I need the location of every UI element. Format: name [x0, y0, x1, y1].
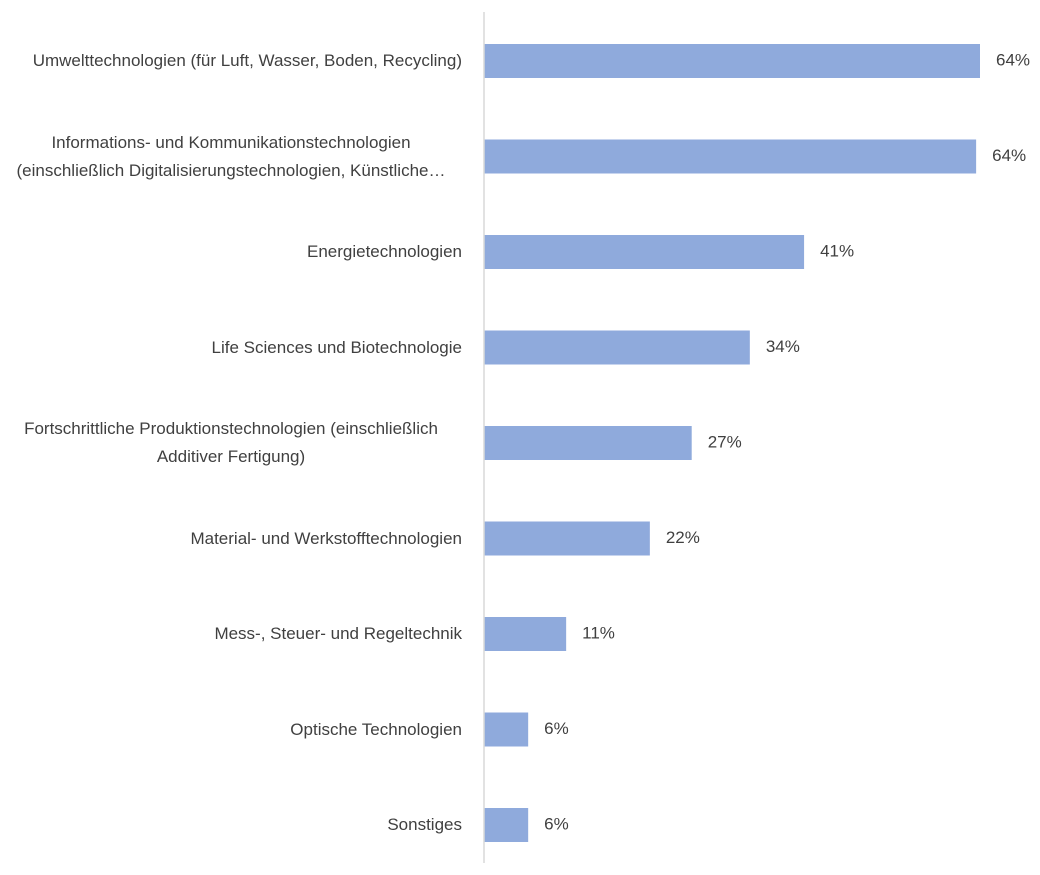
category-label-box: Optische Technologien: [0, 680, 462, 780]
category-label: Fortschrittliche Produktionstechnologien…: [24, 419, 438, 466]
value-label: 6%: [544, 814, 569, 833]
value-label: 27%: [708, 432, 742, 451]
bar: [484, 426, 692, 460]
category-label: Sonstiges: [387, 815, 462, 834]
value-label: 22%: [666, 528, 700, 547]
category-label: Energietechnologien: [306, 242, 462, 261]
category-label: Mess-, Steuer- und Regeltechnik: [214, 624, 462, 643]
value-label: 34%: [766, 337, 800, 356]
category-label: Umwelttechnologien (für Luft, Wasser, Bo…: [32, 51, 462, 70]
bar: [484, 808, 529, 842]
category-label-box: Fortschrittliche Produktionstechnologien…: [0, 393, 462, 493]
category-label: Informations- und Kommunikationstechnolo…: [16, 132, 446, 180]
value-label: 11%: [582, 623, 615, 642]
bar: [484, 617, 567, 651]
category-label-box: Energietechnologien: [0, 202, 462, 302]
bar: [484, 330, 750, 365]
bar: [484, 712, 529, 747]
category-label-box: Informations- und Kommunikationstechnolo…: [0, 107, 462, 207]
bar: [484, 521, 650, 556]
category-label-box: Life Sciences und Biotechnologie: [0, 298, 462, 398]
value-label: 41%: [820, 241, 854, 260]
category-label: Life Sciences und Biotechnologie: [211, 337, 462, 357]
value-label: 64%: [992, 146, 1026, 165]
category-label-box: Mess-, Steuer- und Regeltechnik: [0, 584, 462, 684]
bar: [484, 44, 980, 78]
value-label: 6%: [544, 719, 569, 738]
value-label: 64%: [996, 50, 1030, 69]
category-label: Optische Technologien: [290, 719, 462, 739]
bar: [484, 235, 805, 269]
category-label: Material- und Werkstofftechnologien: [190, 528, 462, 548]
category-label-box: Material- und Werkstofftechnologien: [0, 489, 462, 589]
category-label-box: Umwelttechnologien (für Luft, Wasser, Bo…: [0, 11, 462, 111]
bar: [484, 139, 977, 174]
category-label-box: Sonstiges: [0, 775, 462, 875]
